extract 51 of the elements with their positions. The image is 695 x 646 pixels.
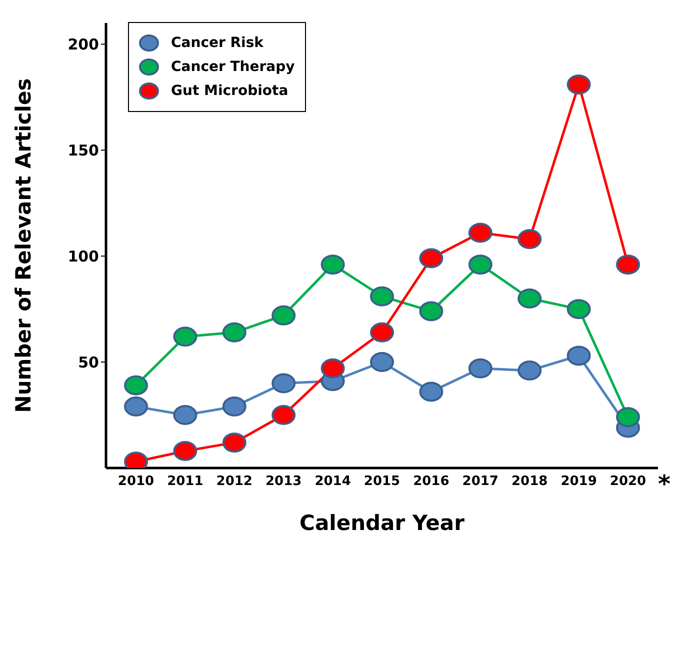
point [518,229,542,250]
point [566,346,591,366]
point [272,305,296,326]
point [419,382,444,402]
point [222,322,246,342]
y-tick-label: 200 [68,36,99,54]
y-tick-label: 50 [78,353,99,372]
point [616,254,640,275]
x-tick-label: 2019 [560,474,597,490]
point [370,322,394,342]
point [222,396,246,417]
text: * [658,470,671,498]
legend-label: Cancer Risk [171,35,264,51]
point [468,254,492,275]
point [124,375,148,396]
point [616,407,640,428]
x-tick-label: 2017 [462,474,498,490]
x-tick-label: 2020 [610,474,646,490]
point [320,254,345,275]
point [272,405,296,426]
x-tick-label: 2015 [364,474,400,490]
point [518,360,542,381]
point [566,74,591,94]
x-tick-label: 2013 [266,474,302,490]
point [370,352,394,372]
x-axis-title: Calendar Year [300,511,466,535]
x-tick-label: 2016 [413,474,450,490]
point [272,373,296,394]
point [173,441,198,462]
point [173,405,198,426]
legend-label: Gut Microbiota [171,83,288,99]
point [320,358,345,378]
point [468,222,492,243]
legend-label: Cancer Therapy [171,59,295,75]
y-tick-label: 100 [68,247,99,266]
point [173,326,198,347]
y-axis-title: Number of Relevant Articles [11,78,36,413]
point [222,432,246,453]
point [370,286,394,306]
point [468,358,492,378]
x-tick-label: 2011 [167,474,204,490]
x-tick-label: 2010 [118,474,154,490]
point [419,301,444,322]
point [124,396,148,417]
y-tick-label: 150 [68,141,99,160]
x-tick-label: 2014 [314,474,351,490]
point [566,299,591,320]
x-tick-label: 2012 [216,474,252,490]
point [419,248,444,268]
point [518,288,542,308]
x-tick-label: 2018 [512,474,548,490]
